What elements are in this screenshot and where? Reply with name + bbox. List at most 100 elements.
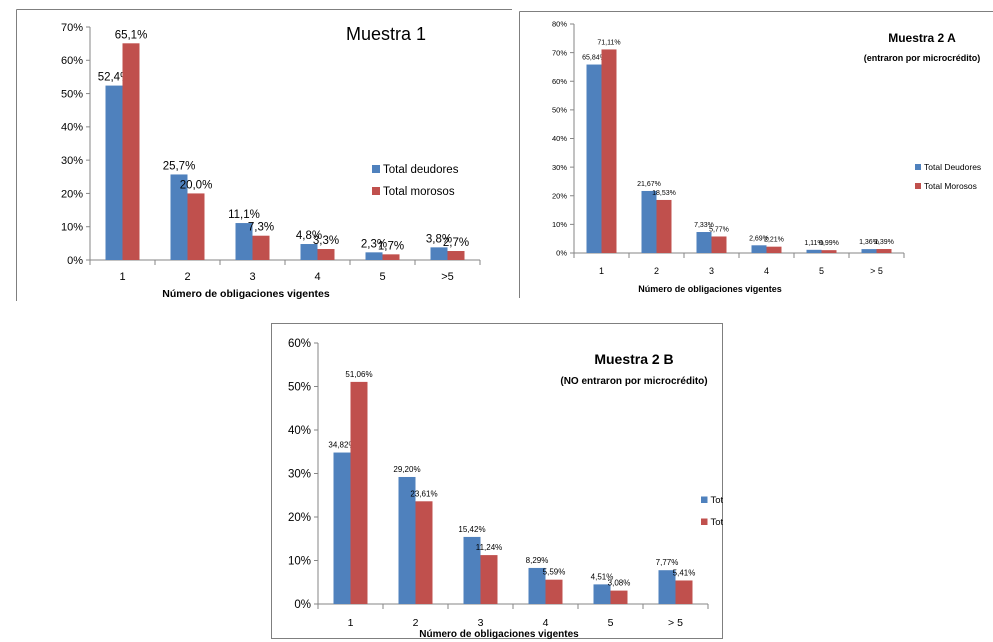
x-tick-label: 3 bbox=[478, 617, 484, 629]
chart-muestra-1: 0% 10% 20% 30% 40% 50% 60% 70% 52,4% 65,1% 1 25,7% 2… bbox=[16, 9, 512, 301]
data-label: 3,08% bbox=[608, 579, 631, 588]
data-label: 7,33% bbox=[694, 222, 714, 229]
bar-deudores bbox=[105, 85, 123, 260]
bar-morosos bbox=[480, 555, 498, 604]
legend-swatch bbox=[915, 164, 921, 170]
legend-label: Total Deudores bbox=[711, 495, 724, 506]
data-label: 1,11% bbox=[804, 240, 823, 247]
data-label: 1,39% bbox=[874, 239, 894, 246]
y-tick-label: 60% bbox=[61, 55, 83, 67]
bar-deudores bbox=[806, 249, 822, 253]
bar-morosos bbox=[610, 590, 628, 604]
data-label: 15,42% bbox=[458, 525, 485, 534]
x-axis-title: Número de obligaciones vigentes bbox=[419, 629, 579, 639]
x-tick-label: 2 bbox=[413, 617, 419, 629]
bar-deudores bbox=[170, 174, 188, 260]
legend-swatch bbox=[701, 496, 708, 503]
data-label: 1,7% bbox=[378, 240, 404, 252]
bar-morosos bbox=[252, 235, 270, 260]
data-label: 71,11% bbox=[597, 39, 620, 46]
data-label: 2,21% bbox=[764, 237, 784, 244]
x-axis-title: Número de obligaciones vigentes bbox=[638, 284, 782, 294]
bar-morosos bbox=[711, 236, 727, 253]
legend-label: Total deudores bbox=[383, 164, 459, 176]
legend-swatch bbox=[701, 518, 708, 525]
x-tick-label: 5 bbox=[379, 271, 385, 283]
x-tick-label: 1 bbox=[599, 266, 604, 276]
x-tick-label: 4 bbox=[314, 271, 320, 283]
bar-deudores bbox=[398, 476, 416, 604]
chart-muestra-2a: 0% 10% 20% 30% 40% 50% 60% 70% 80% 65,84% 71,11% 1 2… bbox=[519, 11, 993, 298]
data-label: 4,8% bbox=[296, 230, 322, 242]
legend-label: Total Deudores bbox=[924, 162, 981, 172]
data-label: 7,77% bbox=[656, 558, 679, 567]
x-tick-label: 3 bbox=[249, 271, 255, 283]
x-tick-label: 5 bbox=[608, 617, 614, 629]
bar-deudores bbox=[333, 452, 351, 604]
data-label: 65,1% bbox=[115, 29, 148, 41]
y-tick-label: 0% bbox=[67, 255, 83, 267]
y-tick-label: 0% bbox=[294, 599, 311, 611]
bar-deudores bbox=[430, 247, 448, 260]
chart-subtitle: (NO entraron por microcrédito) bbox=[560, 376, 707, 387]
x-tick-label: 3 bbox=[709, 266, 714, 276]
data-label: 3,8% bbox=[426, 233, 452, 245]
y-tick-label: 40% bbox=[61, 122, 83, 134]
chart-subtitle: (entraron por microcrédito) bbox=[864, 53, 981, 63]
x-tick-label: 2 bbox=[654, 266, 659, 276]
y-tick-label: 80% bbox=[552, 20, 567, 29]
data-label: 2,3% bbox=[361, 238, 387, 250]
y-tick-label: 30% bbox=[552, 163, 567, 172]
bar-deudores bbox=[300, 244, 318, 260]
chart-title: Muestra 2 B bbox=[594, 351, 673, 367]
x-axis-title: Número de obligaciones vigentes bbox=[162, 288, 330, 300]
data-label: 21,67% bbox=[637, 181, 661, 188]
y-tick-label: 20% bbox=[552, 191, 567, 200]
y-tick-label: 50% bbox=[61, 88, 83, 100]
data-label: 4,51% bbox=[591, 572, 614, 581]
data-label: 3,3% bbox=[313, 235, 339, 247]
bar-deudores bbox=[463, 536, 481, 604]
y-tick-label: 30% bbox=[61, 155, 83, 167]
y-tick-label: 70% bbox=[61, 22, 83, 34]
bar-deudores bbox=[365, 252, 383, 260]
y-tick-label: 50% bbox=[288, 382, 311, 394]
data-label: 65,84% bbox=[582, 55, 606, 62]
x-tick-label: > 5 bbox=[870, 266, 883, 276]
x-tick-label: 5 bbox=[819, 266, 824, 276]
y-tick-label: 10% bbox=[61, 222, 83, 234]
data-label: 5,41% bbox=[673, 568, 696, 577]
bar-deudores bbox=[593, 584, 611, 604]
data-label: 2,7% bbox=[443, 237, 469, 249]
legend-label: Total morosos bbox=[383, 186, 455, 198]
y-tick-label: 0% bbox=[556, 249, 567, 258]
data-label: 0,99% bbox=[819, 240, 839, 247]
bar-morosos bbox=[382, 254, 400, 260]
y-tick-label: 40% bbox=[288, 425, 311, 437]
y-tick-label: 20% bbox=[61, 188, 83, 200]
legend-label: Total Morosos bbox=[711, 517, 724, 528]
bar-morosos bbox=[821, 250, 837, 253]
x-tick-label: > 5 bbox=[668, 617, 683, 629]
y-tick-label: 20% bbox=[288, 512, 311, 524]
x-tick-label: 1 bbox=[119, 271, 125, 283]
y-tick-label: 10% bbox=[288, 556, 311, 568]
data-label: 52,4% bbox=[98, 72, 131, 84]
bar-morosos bbox=[545, 579, 563, 604]
legend-swatch bbox=[372, 187, 380, 195]
data-label: 51,06% bbox=[345, 370, 372, 379]
data-label: 25,7% bbox=[163, 160, 196, 172]
data-label: 8,29% bbox=[526, 556, 549, 565]
y-tick-label: 70% bbox=[552, 48, 567, 57]
legend-swatch bbox=[372, 165, 380, 173]
y-tick-label: 60% bbox=[552, 77, 567, 86]
bar-morosos bbox=[415, 501, 433, 604]
bar-morosos bbox=[447, 251, 465, 260]
data-label: 7,3% bbox=[248, 222, 274, 234]
data-label: 2,69% bbox=[749, 235, 769, 242]
bar-deudores bbox=[861, 249, 877, 253]
chart-muestra-2b: 0% 10% 20% 30% 40% 50% 60% 34,82% 51,06% 1 29,20% 2… bbox=[271, 323, 723, 639]
bar-morosos bbox=[122, 43, 140, 261]
data-label: 18,53% bbox=[652, 190, 676, 197]
chart-frame bbox=[271, 323, 723, 639]
